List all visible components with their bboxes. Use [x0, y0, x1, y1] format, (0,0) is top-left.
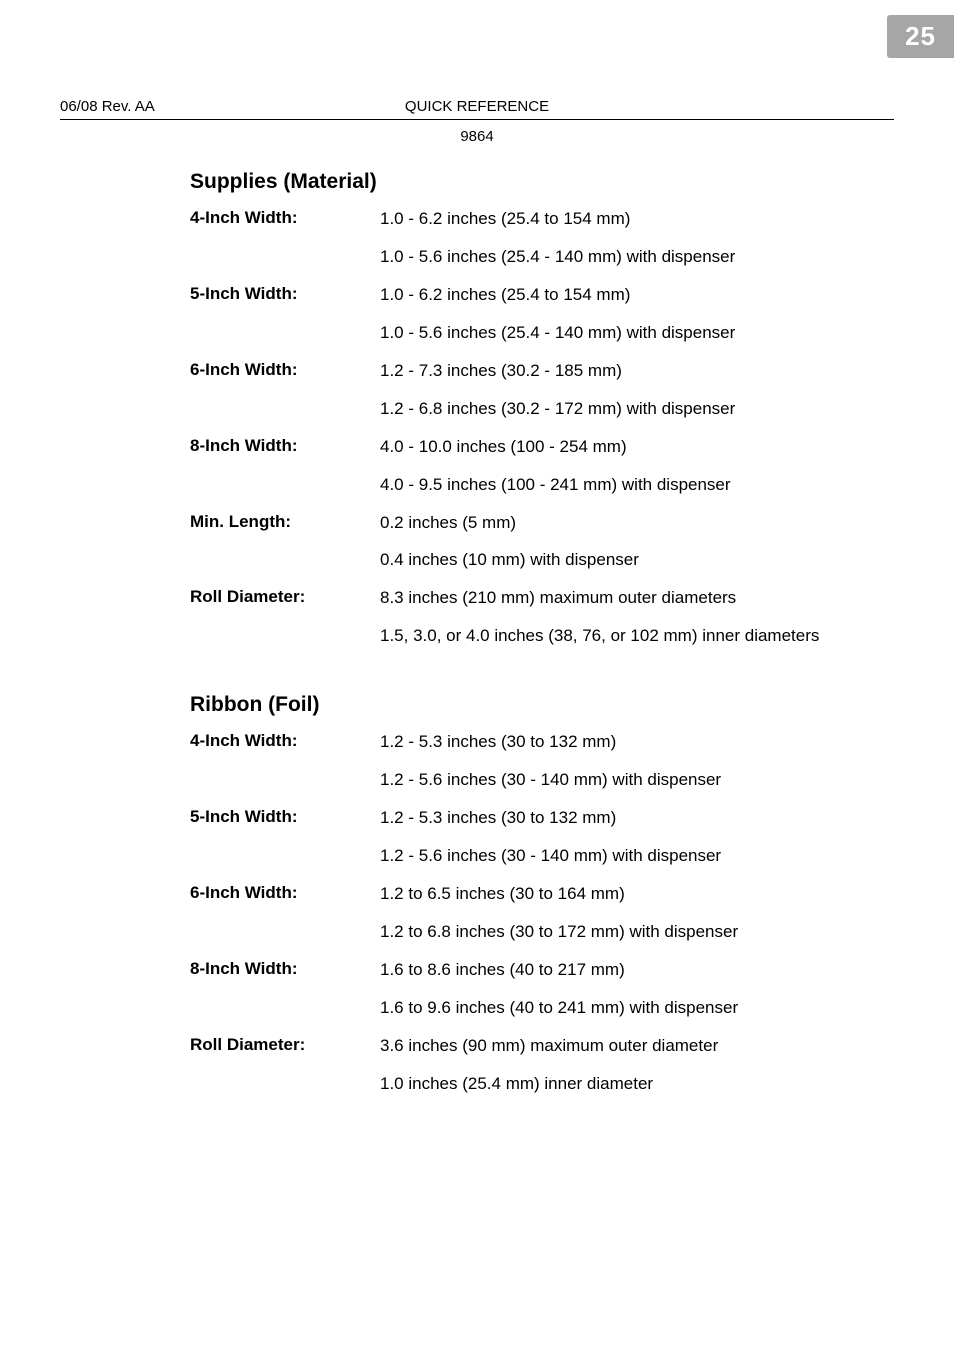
- spec-value: 1.2 - 5.6 inches (30 - 140 mm) with disp…: [380, 845, 721, 868]
- spec-row: Roll Diameter: 8.3 inches (210 mm) maxim…: [190, 587, 890, 610]
- spec-label: 6-Inch Width:: [190, 883, 380, 903]
- spec-value: 0.2 inches (5 mm): [380, 512, 516, 535]
- spec-row: 1.2 - 5.6 inches (30 - 140 mm) with disp…: [190, 845, 890, 868]
- spec-value: 1.0 - 6.2 inches (25.4 to 154 mm): [380, 208, 630, 231]
- spec-row: 5-Inch Width: 1.2 - 5.3 inches (30 to 13…: [190, 807, 890, 830]
- spec-value: 3.6 inches (90 mm) maximum outer diamete…: [380, 1035, 718, 1058]
- spec-row: 1.5, 3.0, or 4.0 inches (38, 76, or 102 …: [190, 625, 890, 648]
- section-title-supplies: Supplies (Material): [190, 170, 890, 194]
- spec-value: 1.2 - 5.3 inches (30 to 132 mm): [380, 731, 616, 754]
- spec-row: 4-Inch Width: 1.0 - 6.2 inches (25.4 to …: [190, 208, 890, 231]
- spec-value: 1.2 - 5.6 inches (30 - 140 mm) with disp…: [380, 769, 721, 792]
- spec-value: 1.6 to 8.6 inches (40 to 217 mm): [380, 959, 625, 982]
- spec-row: 0.4 inches (10 mm) with dispenser: [190, 549, 890, 572]
- spec-value: 1.2 - 5.3 inches (30 to 132 mm): [380, 807, 616, 830]
- spec-value: 1.2 to 6.8 inches (30 to 172 mm) with di…: [380, 921, 738, 944]
- spec-value: 1.0 - 5.6 inches (25.4 - 140 mm) with di…: [380, 322, 735, 345]
- spec-row: 6-Inch Width: 1.2 to 6.5 inches (30 to 1…: [190, 883, 890, 906]
- spec-row: 8-Inch Width: 4.0 - 10.0 inches (100 - 2…: [190, 436, 890, 459]
- spec-row: 1.0 inches (25.4 mm) inner diameter: [190, 1073, 890, 1096]
- spec-value: 1.0 inches (25.4 mm) inner diameter: [380, 1073, 653, 1096]
- content-area: Supplies (Material) 4-Inch Width: 1.0 - …: [190, 170, 890, 1111]
- spec-value: 1.5, 3.0, or 4.0 inches (38, 76, or 102 …: [380, 625, 819, 648]
- spec-label: 5-Inch Width:: [190, 807, 380, 827]
- spec-row: 1.0 - 5.6 inches (25.4 - 140 mm) with di…: [190, 322, 890, 345]
- spec-label: 4-Inch Width:: [190, 731, 380, 751]
- spec-row: 1.2 - 5.6 inches (30 - 140 mm) with disp…: [190, 769, 890, 792]
- spec-label: Roll Diameter:: [190, 1035, 380, 1055]
- section-title-ribbon: Ribbon (Foil): [190, 693, 890, 717]
- spec-value: 1.0 - 5.6 inches (25.4 - 140 mm) with di…: [380, 246, 735, 269]
- section-gap: [190, 663, 890, 693]
- spec-row: 4.0 - 9.5 inches (100 - 241 mm) with dis…: [190, 474, 890, 497]
- spec-row: 4-Inch Width: 1.2 - 5.3 inches (30 to 13…: [190, 731, 890, 754]
- spec-value: 0.4 inches (10 mm) with dispenser: [380, 549, 639, 572]
- spec-value: 1.6 to 9.6 inches (40 to 241 mm) with di…: [380, 997, 738, 1020]
- spec-label: Min. Length:: [190, 512, 380, 532]
- spec-value: 1.2 to 6.5 inches (30 to 164 mm): [380, 883, 625, 906]
- spec-value: 1.2 - 7.3 inches (30.2 - 185 mm): [380, 360, 622, 383]
- page-number-tab: 25: [887, 15, 954, 58]
- spec-row: Roll Diameter: 3.6 inches (90 mm) maximu…: [190, 1035, 890, 1058]
- spec-row: 1.6 to 9.6 inches (40 to 241 mm) with di…: [190, 997, 890, 1020]
- spec-label: 4-Inch Width:: [190, 208, 380, 228]
- spec-label: 8-Inch Width:: [190, 959, 380, 979]
- spec-row: 1.2 to 6.8 inches (30 to 172 mm) with di…: [190, 921, 890, 944]
- spec-value: 1.2 - 6.8 inches (30.2 - 172 mm) with di…: [380, 398, 735, 421]
- header-title: QUICK REFERENCE: [0, 98, 954, 115]
- spec-row: 1.2 - 6.8 inches (30.2 - 172 mm) with di…: [190, 398, 890, 421]
- spec-label: 8-Inch Width:: [190, 436, 380, 456]
- spec-value: 4.0 - 10.0 inches (100 - 254 mm): [380, 436, 627, 459]
- header-rule: [60, 119, 894, 120]
- spec-row: 8-Inch Width: 1.6 to 8.6 inches (40 to 2…: [190, 959, 890, 982]
- spec-label: 6-Inch Width:: [190, 360, 380, 380]
- spec-row: 5-Inch Width: 1.0 - 6.2 inches (25.4 to …: [190, 284, 890, 307]
- spec-row: 1.0 - 5.6 inches (25.4 - 140 mm) with di…: [190, 246, 890, 269]
- spec-value: 8.3 inches (210 mm) maximum outer diamet…: [380, 587, 736, 610]
- spec-value: 1.0 - 6.2 inches (25.4 to 154 mm): [380, 284, 630, 307]
- spec-label: 5-Inch Width:: [190, 284, 380, 304]
- spec-row: Min. Length: 0.2 inches (5 mm): [190, 512, 890, 535]
- header-model: 9864: [0, 128, 954, 145]
- spec-row: 6-Inch Width: 1.2 - 7.3 inches (30.2 - 1…: [190, 360, 890, 383]
- spec-label: Roll Diameter:: [190, 587, 380, 607]
- spec-value: 4.0 - 9.5 inches (100 - 241 mm) with dis…: [380, 474, 731, 497]
